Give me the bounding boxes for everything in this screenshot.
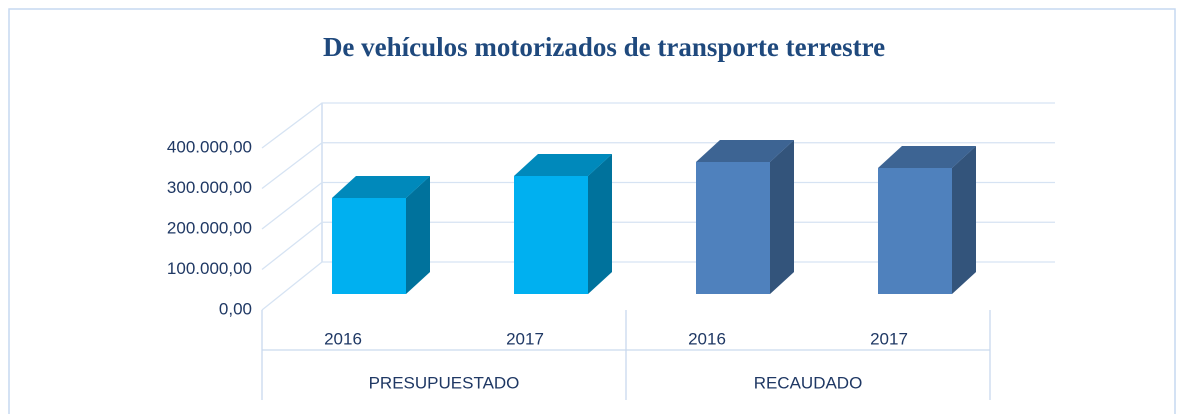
bar-top-shade [878, 146, 976, 168]
bar-top [696, 140, 794, 162]
bar-side [588, 154, 612, 294]
bar-side-shade [770, 140, 794, 294]
group-label: RECAUDADO [754, 373, 863, 392]
x-tick-label: 2017 [870, 329, 908, 348]
y-tick-label: 0,00 [219, 299, 252, 318]
bar-side-shade [588, 154, 612, 294]
bar-side [406, 176, 430, 294]
x-tick-label: 2016 [324, 329, 362, 348]
y-tick-label: 300.000,00 [167, 178, 252, 197]
bar [332, 198, 406, 294]
bar-side [770, 140, 794, 294]
y-tick-label: 100.000,00 [167, 259, 252, 278]
bar [514, 176, 588, 294]
grid-line [261, 221, 1055, 271]
chart-title: De vehículos motorizados de transporte t… [323, 32, 885, 62]
grid-line [261, 261, 1055, 311]
x-tick-label: 2017 [506, 329, 544, 348]
frame [8, 8, 1176, 414]
x-tick-label: 2016 [688, 329, 726, 348]
bar [878, 168, 952, 294]
y-tick-label: 200.000,00 [167, 218, 252, 237]
bar-side-shade [952, 146, 976, 294]
bar-top [878, 146, 976, 168]
grid-line [261, 142, 1055, 190]
bar-top-shade [514, 154, 612, 176]
bar-top-shade [696, 140, 794, 162]
y-tick-label: 400.000,00 [167, 137, 252, 156]
group-label: PRESUPUESTADO [369, 373, 520, 392]
grid-line [261, 181, 1055, 230]
bar-side-shade [406, 176, 430, 294]
bar [696, 162, 770, 294]
grid-line [261, 102, 1055, 149]
bar-top [514, 154, 612, 176]
bar-top [332, 176, 430, 198]
bar-side [952, 146, 976, 294]
bar-top-shade [332, 176, 430, 198]
